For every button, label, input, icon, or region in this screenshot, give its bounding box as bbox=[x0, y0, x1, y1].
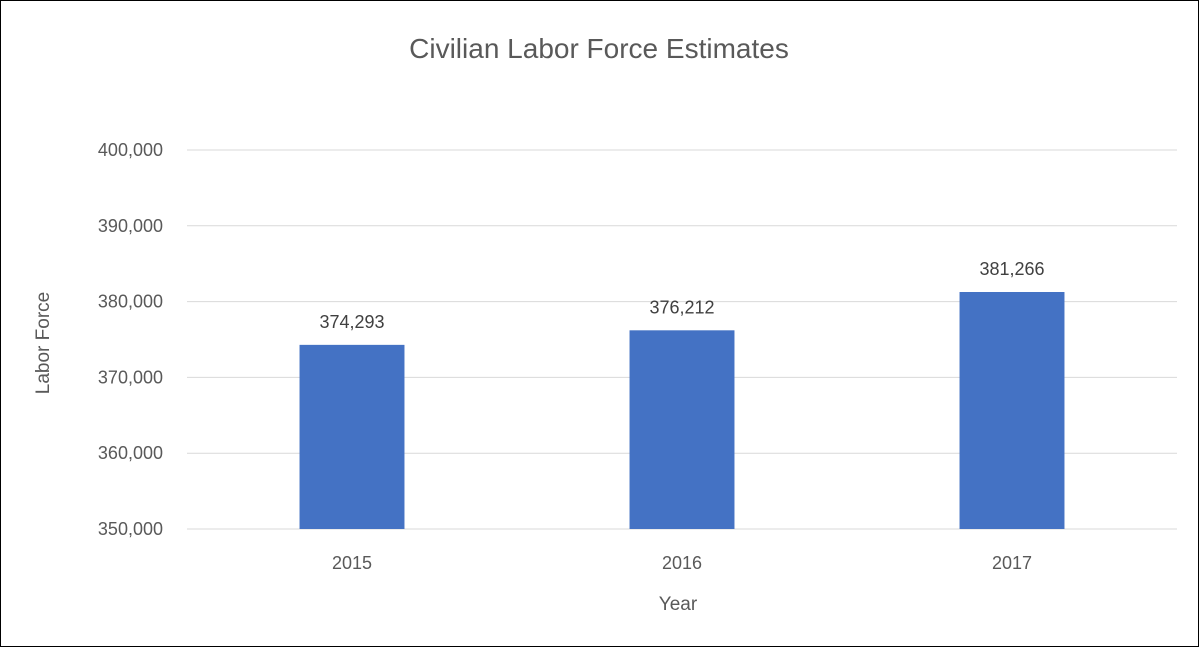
y-tick-label: 400,000 bbox=[98, 140, 163, 160]
x-tick-label: 2017 bbox=[992, 553, 1032, 573]
y-tick-label: 380,000 bbox=[98, 292, 163, 312]
y-tick-label: 370,000 bbox=[98, 367, 163, 387]
bar-2015 bbox=[299, 344, 405, 529]
data-label-2015: 374,293 bbox=[319, 312, 384, 332]
bar-2016 bbox=[629, 330, 735, 529]
y-tick-label: 350,000 bbox=[98, 519, 163, 539]
x-axis-tick-labels: 2015 2016 2017 bbox=[332, 553, 1032, 573]
bars bbox=[299, 292, 1065, 529]
x-tick-label: 2016 bbox=[662, 553, 702, 573]
y-tick-label: 360,000 bbox=[98, 443, 163, 463]
y-axis-tick-labels: 350,000 360,000 370,000 380,000 390,000 400,0… bbox=[98, 140, 163, 539]
data-labels: 374,293 376,212 381,266 bbox=[319, 259, 1044, 332]
y-tick-label: 390,000 bbox=[98, 216, 163, 236]
chart-title: Civilian Labor Force Estimates bbox=[409, 33, 789, 64]
data-label-2017: 381,266 bbox=[979, 259, 1044, 279]
x-tick-label: 2015 bbox=[332, 553, 372, 573]
x-axis-title: Year bbox=[659, 594, 698, 615]
bar-2017 bbox=[959, 292, 1065, 529]
y-axis-title: Labor Force bbox=[33, 292, 54, 394]
data-label-2016: 376,212 bbox=[649, 297, 714, 317]
